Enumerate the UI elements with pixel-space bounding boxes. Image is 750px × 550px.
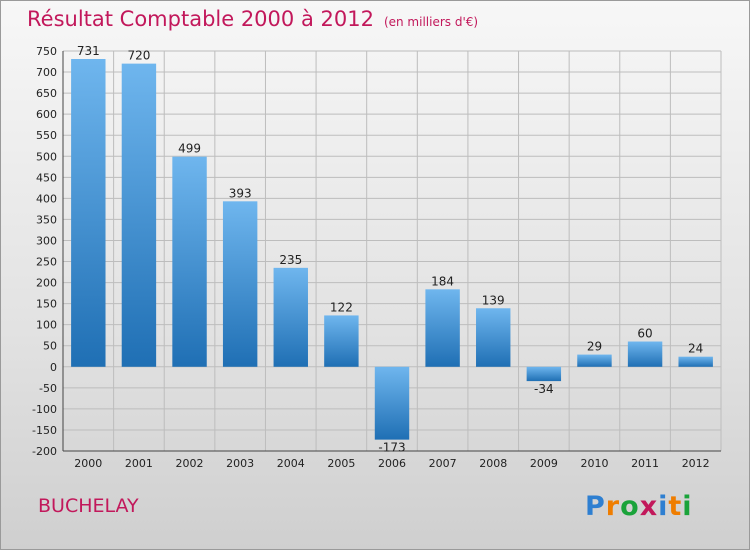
data-label: 122 — [330, 300, 353, 314]
data-label: 60 — [637, 327, 652, 341]
x-tick-label: 2012 — [682, 457, 710, 470]
data-label: 235 — [279, 253, 302, 267]
logo-letter: i — [682, 491, 693, 522]
bar-2001 — [121, 63, 157, 367]
logo-letter: r — [605, 491, 621, 522]
y-tick-label: -150 — [32, 424, 57, 437]
logo-letter: t — [668, 491, 683, 522]
y-tick-label: 300 — [36, 234, 57, 247]
x-tick-label: 2005 — [327, 457, 355, 470]
logo-letter: i — [658, 491, 669, 522]
bar-2012 — [678, 356, 713, 367]
y-tick-label: 400 — [36, 192, 57, 205]
y-tick-label: 500 — [36, 150, 57, 163]
bar-2005 — [324, 315, 359, 367]
y-tick-label: -100 — [32, 403, 57, 416]
y-tick-label: 650 — [36, 87, 57, 100]
logo-letter: x — [639, 491, 659, 522]
data-label: 139 — [482, 293, 505, 307]
y-tick-label: 350 — [36, 213, 57, 226]
axes: 7507006506005505004504003503002502001501… — [32, 45, 721, 470]
x-tick-label: 2004 — [277, 457, 305, 470]
y-tick-label: 100 — [36, 319, 57, 332]
bar-2007 — [425, 289, 460, 367]
chart-title: Résultat Comptable 2000 à 2012 (en millie… — [27, 7, 478, 31]
y-tick-label: 200 — [36, 277, 57, 290]
logo-letter: P — [585, 491, 606, 522]
chart-subtitle: (en milliers d'€) — [383, 15, 479, 29]
data-label: -173 — [378, 441, 405, 455]
x-tick-label: 2002 — [176, 457, 204, 470]
y-tick-label: 250 — [36, 256, 57, 269]
bar-2008 — [476, 308, 511, 367]
x-tick-label: 2009 — [530, 457, 558, 470]
x-tick-label: 2008 — [479, 457, 507, 470]
data-label: -34 — [534, 382, 554, 396]
data-label: 731 — [77, 44, 100, 58]
y-tick-label: -200 — [32, 445, 57, 458]
data-label: 29 — [587, 340, 602, 354]
data-label: 499 — [178, 142, 201, 156]
proxiti-logo: Proxiti — [585, 491, 693, 522]
y-tick-label: 700 — [36, 66, 57, 79]
chart-title-text: Résultat Comptable 2000 à 2012 — [27, 7, 374, 31]
y-tick-label: 50 — [43, 340, 57, 353]
data-label: 184 — [431, 274, 454, 288]
x-tick-label: 2010 — [580, 457, 608, 470]
bar-2011 — [627, 341, 663, 367]
data-label: 393 — [229, 186, 252, 200]
y-tick-label: -50 — [39, 382, 57, 395]
bar-2006 — [374, 366, 410, 440]
bar-2003 — [222, 201, 258, 367]
x-tick-label: 2000 — [74, 457, 102, 470]
y-tick-label: 450 — [36, 171, 57, 184]
data-label: 24 — [688, 342, 703, 356]
logo-letter: o — [620, 491, 640, 522]
bar-2002 — [172, 156, 207, 367]
bars — [71, 59, 713, 440]
x-tick-label: 2007 — [429, 457, 457, 470]
bar-2004 — [273, 267, 308, 367]
location-name: BUCHELAY — [38, 495, 139, 517]
x-tick-label: 2003 — [226, 457, 254, 470]
value-labels: 731 720 499 393 235 122 -173 184 139 -34 29 60 24 — [77, 44, 703, 455]
x-tick-label: 2006 — [378, 457, 406, 470]
y-tick-label: 550 — [36, 129, 57, 142]
y-tick-label: 0 — [50, 361, 57, 374]
data-label: 720 — [127, 49, 150, 63]
y-tick-label: 750 — [36, 45, 57, 58]
y-tick-label: 150 — [36, 298, 57, 311]
bar-2010 — [577, 354, 612, 367]
x-tick-label: 2001 — [125, 457, 153, 470]
y-tick-label: 600 — [36, 108, 57, 121]
bar-2000 — [71, 59, 106, 367]
bar-2009 — [526, 366, 562, 382]
x-tick-label: 2011 — [631, 457, 659, 470]
